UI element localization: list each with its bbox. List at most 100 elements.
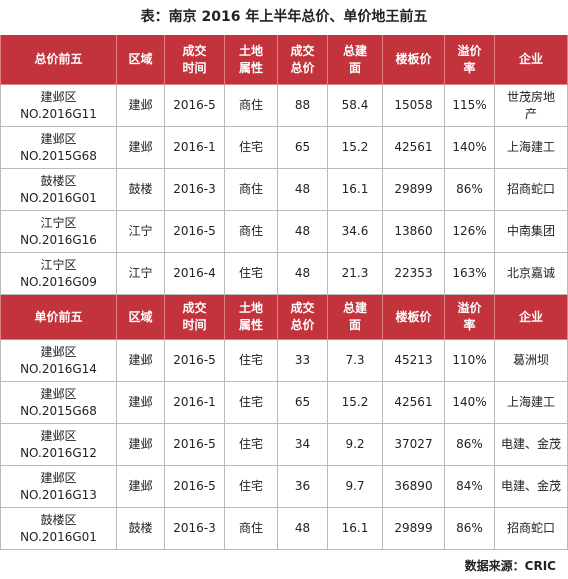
table-cell: 16.1 [328, 508, 383, 550]
cell-text: 29899 [394, 182, 433, 196]
header-cell: 区域 [117, 295, 165, 340]
cell-text: 86% [456, 521, 483, 535]
table-cell: 29899 [383, 508, 445, 550]
cell-text: 溢价 [457, 43, 482, 58]
cell-text: 65 [294, 395, 311, 409]
table-cell: 48 [278, 253, 328, 295]
table-cell: 建邺 [117, 382, 165, 424]
table-cell: 58.4 [328, 85, 383, 127]
cell-text: 9.2 [345, 437, 365, 451]
cell-text: 区域 [128, 309, 153, 324]
table-cell: 163% [445, 253, 495, 295]
cell-text: 42561 [394, 140, 433, 154]
cell-text: 成交 [182, 43, 207, 58]
table-cell: 鼓楼区 NO.2016G01 [0, 169, 117, 211]
cell-text: 2016-3 [173, 182, 216, 196]
cell-text: 115% [452, 98, 487, 112]
cell-text: NO.2016G09 [20, 274, 97, 289]
table-cell: 37027 [383, 424, 445, 466]
table-cell: 15058 [383, 85, 445, 127]
cell-text: 2016-5 [173, 224, 216, 238]
table-cell: 140% [445, 382, 495, 424]
table-cell: 建邺 [117, 466, 165, 508]
cell-text: 15.2 [341, 140, 369, 154]
cell-text: 成交 [182, 301, 207, 315]
table-cell: 2016-4 [165, 253, 225, 295]
cell-text: 总建 [342, 301, 367, 315]
cell-text: 企业 [518, 52, 543, 66]
table-cell: 13860 [383, 211, 445, 253]
cell-text: 率 [463, 60, 476, 75]
table-cell: 9.7 [328, 466, 383, 508]
cell-text: 鼓楼 [128, 521, 153, 535]
cell-text: 时间 [182, 318, 207, 332]
cell-text: 招商蛇口 [506, 182, 555, 196]
header-cell: 溢价率 [445, 295, 495, 340]
table-cell: 建邺区 NO.2015G68 [0, 382, 117, 424]
cell-text: 产 [524, 106, 537, 121]
cell-text: 9.7 [345, 479, 365, 493]
table-cell: 15.2 [328, 382, 383, 424]
table-cell: 2016-3 [165, 508, 225, 550]
table-cell: 34.6 [328, 211, 383, 253]
table-cell: 电建、金茂 [495, 424, 568, 466]
cell-text: 45213 [394, 353, 433, 367]
cell-text: NO.2016G01 [20, 190, 97, 205]
cell-text: 2016-5 [173, 479, 216, 493]
cell-text: 成交 [290, 301, 315, 315]
table-cell: 48 [278, 508, 328, 550]
cell-text: 140% [452, 395, 487, 409]
header-cell: 总价前五 [0, 35, 117, 85]
table-cell: 45213 [383, 340, 445, 382]
cell-text: 65 [294, 140, 311, 154]
cell-text: 楼板价 [395, 309, 432, 324]
cell-text: 2016-1 [173, 140, 216, 154]
table-cell: 2016-5 [165, 211, 225, 253]
cell-text: 上海建工 [506, 140, 555, 154]
table-cell: 65 [278, 382, 328, 424]
table-cell: 招商蛇口 [495, 508, 568, 550]
cell-text: 7.3 [345, 353, 365, 367]
cell-text: 住宅 [238, 140, 263, 154]
cell-text: 住宅 [238, 437, 263, 451]
table-cell: 鼓楼 [117, 169, 165, 211]
cell-text: 37027 [394, 437, 433, 451]
cell-text: NO.2016G13 [20, 487, 97, 502]
table-cell: 48 [278, 169, 328, 211]
table-cell: 2016-1 [165, 382, 225, 424]
cell-text: 2016-3 [173, 521, 216, 535]
table-cell: 江宁区 NO.2016G16 [0, 211, 117, 253]
table-cell: 42561 [383, 127, 445, 169]
cell-text: 商住 [238, 182, 263, 196]
cell-text: 属性 [238, 318, 263, 332]
cell-text: 总价前五 [34, 52, 83, 66]
table-cell: 住宅 [225, 424, 278, 466]
cell-text: 建邺 [128, 98, 153, 112]
cell-text: 21.3 [341, 266, 369, 280]
table-cell: 86% [445, 169, 495, 211]
cell-text: 楼板价 [395, 52, 432, 66]
cell-text: 中南集团 [506, 224, 555, 238]
cell-text: 商住 [238, 521, 263, 535]
table-cell: 商住 [225, 211, 278, 253]
cell-text: NO.2016G16 [20, 232, 97, 247]
table-cell: 住宅 [225, 253, 278, 295]
header-cell: 区域 [117, 35, 165, 85]
table-cell: 42561 [383, 382, 445, 424]
cell-text: 电建、金茂 [500, 479, 561, 493]
header-cell: 楼板价 [383, 35, 445, 85]
cell-text: 29899 [394, 521, 433, 535]
table-cell: 住宅 [225, 340, 278, 382]
cell-text: 58.4 [341, 98, 369, 112]
table-cell: 建邺区 NO.2016G13 [0, 466, 117, 508]
table-cell: 22353 [383, 253, 445, 295]
cell-text: 48 [294, 266, 311, 280]
cell-text: 企业 [518, 309, 543, 324]
header-cell: 总建面 [328, 35, 383, 85]
table-cell: 29899 [383, 169, 445, 211]
cell-text: 34 [294, 437, 311, 451]
header-cell: 单价前五 [0, 295, 117, 340]
table-cell: 7.3 [328, 340, 383, 382]
header-cell: 成交 总价 [278, 295, 328, 340]
